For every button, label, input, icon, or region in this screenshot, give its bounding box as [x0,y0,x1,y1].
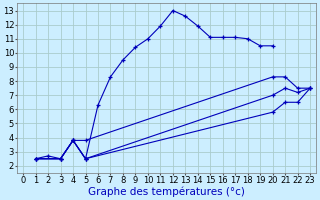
X-axis label: Graphe des températures (°c): Graphe des températures (°c) [88,186,245,197]
